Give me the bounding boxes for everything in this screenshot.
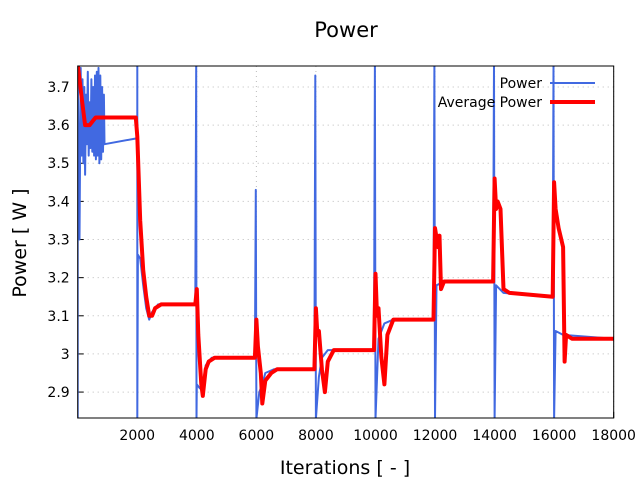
y-tick-label: 3.4 [47,194,69,210]
y-tick-label: 3.6 [47,118,69,134]
series-lines [77,66,614,418]
y-tick-label: 3.7 [47,80,69,96]
tick-labels: 2.9 3 3.1 3.2 3.3 3.4 3.5 3.6 3.7 2000 4000 6000 800… [47,80,636,444]
grid-lines [77,66,615,418]
x-tick-label: 4000 [179,428,215,444]
series-line-average-power [77,66,614,406]
x-tick-label: 10000 [353,428,398,444]
y-axis-label: Power [ W ] [9,188,31,297]
y-tick-label: 3.1 [47,309,69,325]
series-line-power [77,66,614,418]
x-tick-label: 16000 [532,428,577,444]
x-axis-label: Iterations [ - ] [280,457,410,479]
y-tick-label: 3 [61,347,70,363]
x-tick-label: 12000 [413,428,458,444]
chart-title: Power [314,18,378,42]
legend-label-average-power: Average Power [438,95,543,111]
y-tick-label: 3.5 [47,156,69,172]
plot-frame [77,65,615,419]
legend: Power Average Power [438,76,595,111]
y-tick-label: 2.9 [47,385,69,401]
x-tick-label: 2000 [119,428,155,444]
x-tick-label: 14000 [472,428,517,444]
x-tick-label: 8000 [298,428,334,444]
x-tick-label: 18000 [591,428,636,444]
x-tick-label: 6000 [239,428,275,444]
y-tick-label: 3.3 [47,233,69,249]
legend-label-power: Power [500,76,543,92]
y-tick-label: 3.2 [47,271,69,287]
